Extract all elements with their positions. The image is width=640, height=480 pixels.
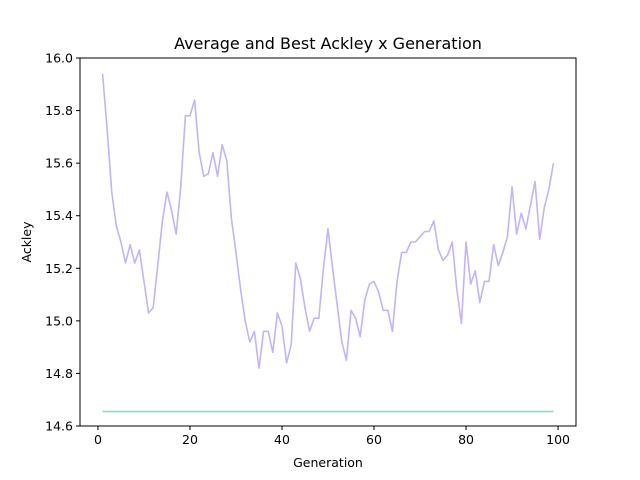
series-layer	[101, 73, 555, 413]
y-tick-label: 14.8	[45, 366, 73, 381]
x-tick-label: 100	[546, 432, 570, 447]
y-tick-label: 15.8	[45, 103, 73, 118]
x-tick-label: 0	[94, 432, 102, 447]
x-axis-ticks: 0 20 40 60 80 100	[94, 426, 570, 447]
y-axis-ticks: 14.6 14.8 15.0 15.2 15.4 15.6 15.8 16.0	[45, 51, 80, 434]
plot-area	[79, 57, 577, 427]
y-tick-label: 15.0	[45, 313, 73, 328]
series-line-1	[101, 73, 555, 369]
plot-frame	[79, 57, 577, 427]
y-tick-label: 16.0	[45, 51, 73, 66]
y-tick-label: 14.6	[45, 419, 73, 434]
y-tick-label: 15.6	[45, 156, 73, 171]
x-tick-label: 20	[182, 432, 198, 447]
y-tick-label: 15.4	[45, 208, 73, 223]
x-tick-label: 60	[366, 432, 382, 447]
chart-title: Average and Best Ackley x Generation	[174, 34, 482, 53]
y-tick-label: 15.2	[45, 261, 73, 276]
x-tick-label: 80	[458, 432, 474, 447]
x-axis-label: Generation	[293, 455, 363, 470]
x-tick-label: 40	[274, 432, 290, 447]
y-axis-label: Ackley	[19, 221, 34, 263]
